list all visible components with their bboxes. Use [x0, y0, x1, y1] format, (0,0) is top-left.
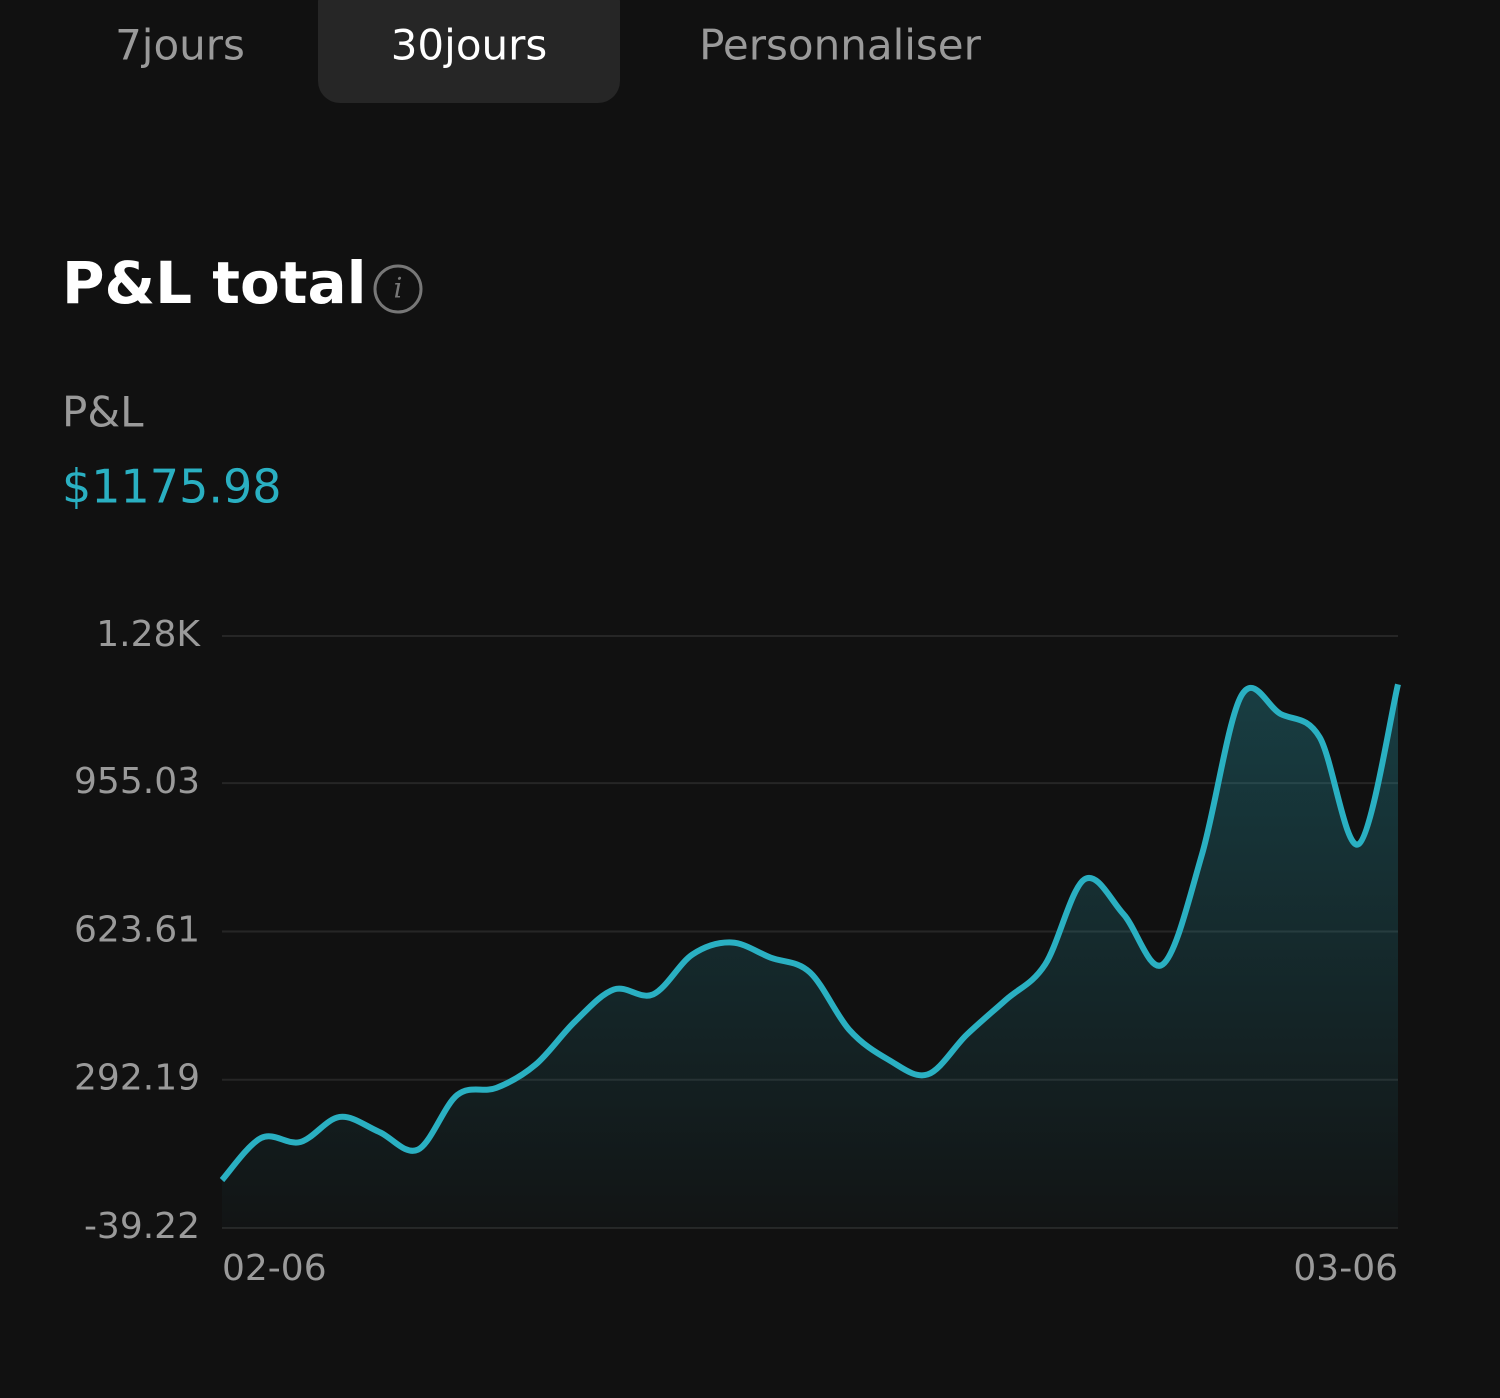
tab[interactable]: 30jours	[391, 21, 548, 70]
y-tick-label: 955.03	[74, 761, 200, 802]
x-tick-label: 03-06	[1293, 1248, 1398, 1289]
metric-value: $1175.98	[62, 460, 282, 514]
tab[interactable]: 7jours	[115, 21, 245, 70]
x-tick-label: 02-06	[222, 1248, 327, 1289]
y-tick-label: 1.28K	[96, 614, 201, 655]
line	[219, 683, 1401, 1183]
area	[222, 684, 1398, 1228]
svg-text:i: i	[394, 272, 403, 305]
tab-selected-bg[interactable]	[318, 0, 620, 103]
info-icon[interactable]: i	[373, 264, 423, 314]
y-tick-label: -39.22	[84, 1206, 200, 1247]
y-tick-label: 292.19	[74, 1058, 200, 1099]
tab[interactable]: Personnaliser	[699, 21, 982, 70]
metric-label: P&L	[62, 388, 144, 437]
plot: -39.22 292.19 623.61 955.03 1.28K 02-06 03-06	[74, 614, 1401, 1289]
title: P&L total	[62, 249, 367, 317]
y-tick-label: 623.61	[74, 909, 200, 950]
